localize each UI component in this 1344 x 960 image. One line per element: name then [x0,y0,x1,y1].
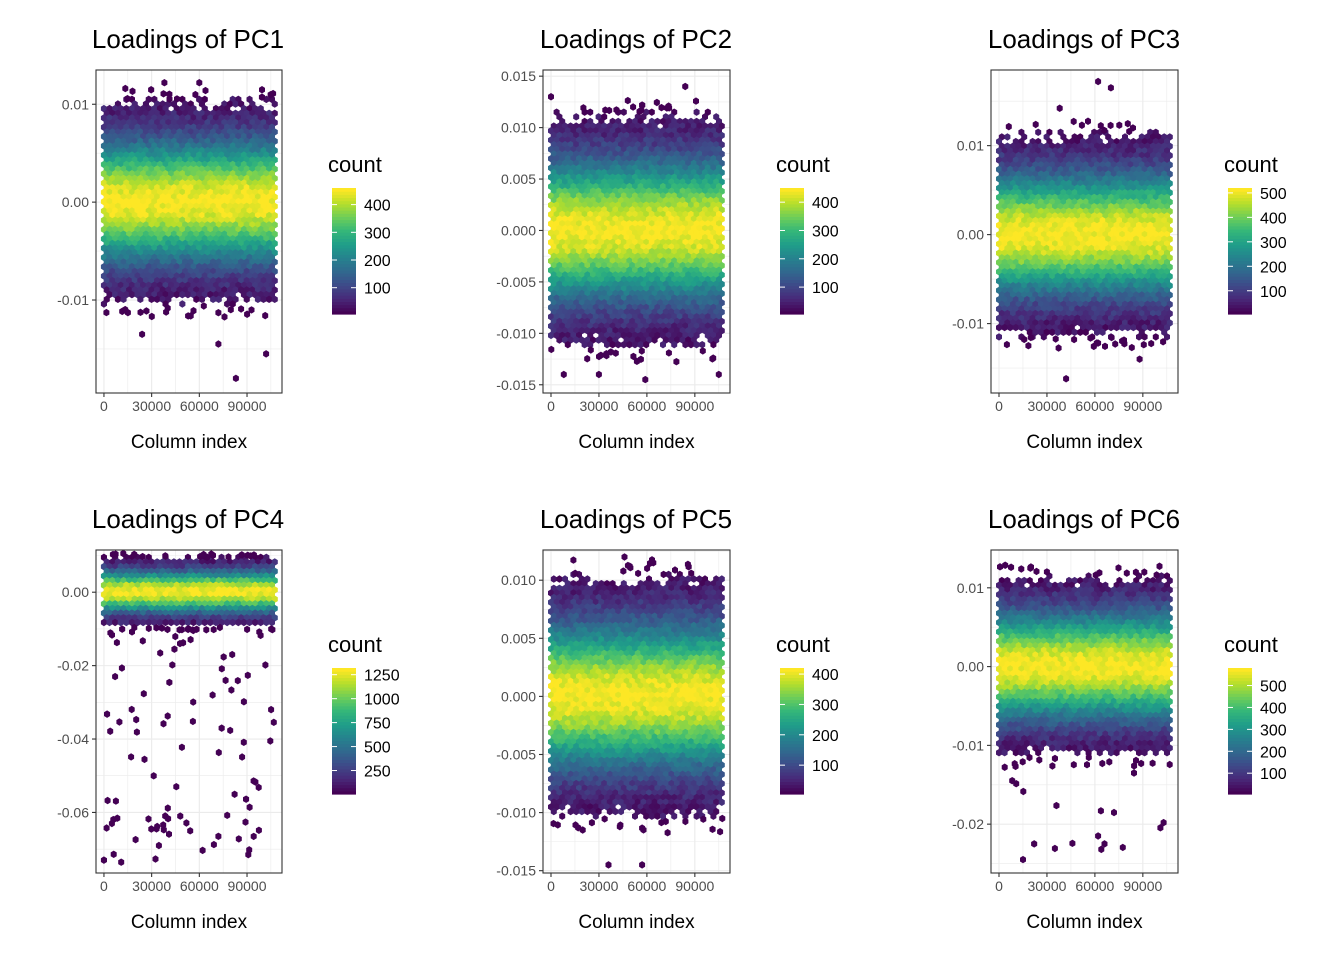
colorbar-segment [1228,188,1252,192]
x-axis-title: Column index [131,432,248,453]
y-tick-label: 0.010 [501,120,536,136]
x-tick-label: 30000 [579,398,618,414]
legend-label: 300 [364,225,391,242]
y-tick-label: 0.000 [501,222,536,238]
x-axis: 0 30000 60000 90000 Column index [100,393,267,453]
y-tick-label: -0.01 [57,292,89,308]
y-tick-label: 0.00 [62,194,89,210]
legend-label: 100 [812,280,839,297]
legend-label: 300 [1260,235,1287,252]
x-tick-label: 90000 [1123,398,1162,414]
x-tick-label: 60000 [1075,398,1114,414]
legend-title: count [1224,152,1278,177]
legend-label: 500 [1260,186,1287,203]
y-axis: 0.01 0.00 -0.01 [952,138,991,332]
legend-label: 200 [1260,259,1287,276]
x-tick-label: 60000 [627,398,666,414]
x-tick-label: 90000 [675,398,714,414]
y-axis: 0.015 0.010 0.005 0.000 -0.005 -0.010 -0.015 [496,68,543,393]
legend-label: 200 [812,252,839,269]
y-tick-label: -0.005 [496,274,536,290]
x-axis-title: Column index [1026,432,1143,453]
legend-label: 100 [364,281,391,298]
legend-label: 400 [364,198,391,215]
legend-title: count [776,152,830,177]
y-axis: 0.01 0.00 -0.01 [57,96,96,308]
x-axis: 0 30000 60000 90000 Column index [995,393,1163,453]
hex-bin [232,100,239,108]
y-tick-label: 0.01 [62,96,89,112]
x-axis: 0 30000 60000 90000 Column index [547,393,715,453]
hexbin-layer [100,79,278,382]
colorbar-segment [780,188,804,192]
legend: count 100 200 300 400 [328,152,391,315]
legend-label: 200 [364,253,391,270]
x-tick-label: 90000 [228,398,267,414]
x-tick-label: 0 [100,398,108,414]
x-axis-title: Column index [578,432,695,453]
panel-pc3: Loadings of PC3 0 30000 60000 90000 Column in… [952,24,1287,453]
legend-label: 300 [812,223,839,240]
x-tick-label: 30000 [132,398,171,414]
hex-bin [271,100,278,108]
y-tick-label: 0.015 [501,68,536,84]
y-tick-label: 0.005 [501,171,536,187]
y-tick-label: -0.010 [496,325,536,341]
legend: count 100 200 300 400 [776,152,839,315]
chart-title: Loadings of PC2 [540,24,732,54]
y-tick-label: -0.015 [496,377,536,393]
legend: count 100 200 300 400 500 [1224,152,1287,315]
x-tick-label: 0 [995,398,1003,414]
y-tick-label: 0.00 [957,227,984,243]
panel-pc2: Loadings of PC2 0 30000 60000 90000 Column in… [496,24,839,453]
legend-label: 100 [1260,284,1287,301]
chart-title: Loadings of PC1 [92,24,284,54]
legend-label: 400 [812,195,839,212]
chart-title: Loadings of PC4 [92,504,284,534]
chart-title: Loadings of PC3 [988,24,1180,54]
x-tick-label: 30000 [1027,398,1066,414]
legend-title: count [328,152,382,177]
x-tick-label: 0 [547,398,555,414]
legend-label: 400 [1260,210,1287,227]
panel-pc1: Loadings of PC1 0 30000 60000 90000 Column in… [57,24,391,453]
y-tick-label: 0.01 [957,138,984,154]
y-tick-label: -0.01 [952,316,984,332]
colorbar-segment [332,188,356,192]
x-tick-label: 60000 [180,398,219,414]
